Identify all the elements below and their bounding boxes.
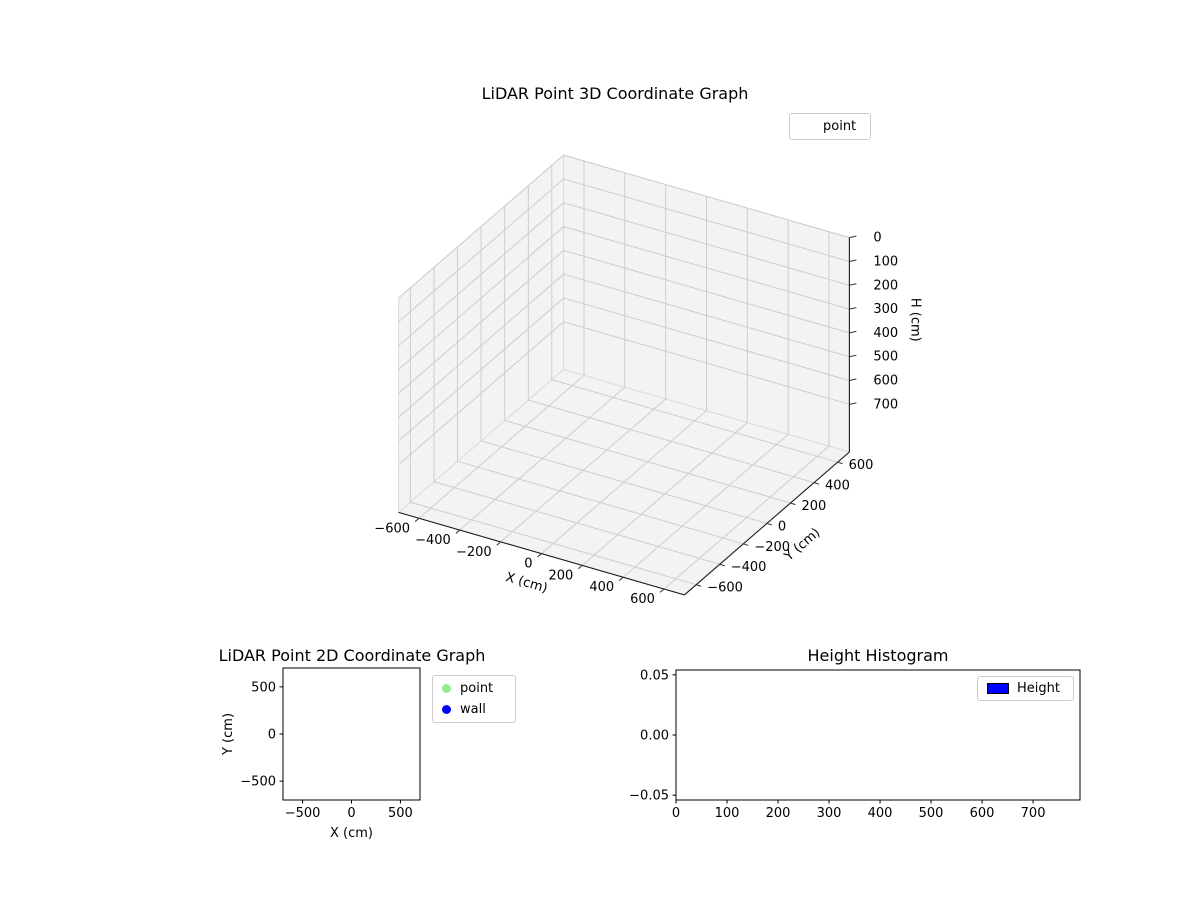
x3d-axis-label: X (cm)	[504, 570, 549, 596]
hist-y-tick-label: −0.05	[629, 789, 669, 804]
y3d-tick-label: 400	[825, 479, 850, 494]
tick-mark	[837, 461, 843, 465]
plot2d-y-tick-label: −500	[240, 775, 276, 790]
h3d-tick-label: 100	[873, 254, 898, 269]
legend-label-point: point	[460, 681, 494, 696]
plot2d-x-tick-label: 500	[388, 806, 413, 821]
hist-y-tick-label: 0.00	[640, 729, 669, 744]
h3d-tick-label: 0	[873, 231, 881, 246]
grid-line	[398, 273, 850, 418]
tick-mark	[849, 283, 857, 286]
legend-label-point-3d: point	[823, 119, 857, 134]
hist-x-tick-label: 700	[1021, 806, 1046, 821]
tick-mark	[849, 378, 857, 382]
plot2d-y-tick-label: 500	[251, 680, 276, 695]
x3d-tick-label: −600	[374, 521, 410, 536]
hist-x-tick-label: 400	[868, 806, 893, 821]
hist-legend: Height	[977, 676, 1074, 701]
grid-line	[398, 154, 850, 299]
h3d-axis-label: H (cm)	[907, 298, 922, 342]
h3d-tick-label: 200	[873, 278, 898, 293]
tick-mark	[743, 543, 749, 546]
grid-line	[398, 249, 850, 394]
plot2d-y-tick-label: 0	[268, 728, 276, 743]
hist-x-tick-label: 300	[817, 806, 842, 821]
grid-line	[398, 178, 850, 323]
tick-mark	[849, 354, 857, 358]
tick-mark	[849, 235, 857, 239]
hist-x-tick-label: 600	[970, 806, 995, 821]
y3d-tick-label: −400	[731, 560, 767, 575]
y3d-tick-label: −600	[707, 581, 743, 596]
x3d-tick-label: 200	[548, 568, 573, 583]
plot2d-x-tick-label: 0	[347, 806, 355, 821]
hist-y-tick-label: 0.05	[640, 668, 669, 683]
tick-mark	[414, 517, 420, 523]
plot3d-title: LiDAR Point 3D Coordinate Graph	[481, 84, 749, 103]
point-marker-icon	[442, 684, 451, 693]
x3d-tick-label: 600	[630, 592, 655, 607]
tick-mark	[766, 522, 773, 526]
legend-row-wall: wall	[442, 699, 515, 720]
h3d-tick-label: 500	[873, 350, 898, 365]
legend-label-height: Height	[1017, 681, 1060, 696]
grid-line	[398, 297, 850, 442]
plot2d-axes	[282, 667, 421, 801]
plot2d-legend: point wall	[432, 675, 516, 723]
tick-mark	[578, 565, 583, 570]
tick-mark	[618, 576, 624, 581]
legend-label-wall: wall	[460, 702, 486, 717]
legend-row-point: point	[442, 678, 515, 699]
hist-title: Height Histogram	[807, 646, 949, 665]
tick-mark	[849, 330, 857, 334]
y3d-tick-label: 0	[778, 519, 786, 534]
x3d-tick-label: −400	[415, 533, 451, 548]
plot3d-legend: point	[789, 113, 871, 140]
y3d-tick-label: −200	[754, 540, 790, 555]
plot2d-y-axis-label: Y (cm)	[221, 713, 236, 756]
grid-line	[398, 321, 850, 466]
tick-mark	[790, 502, 796, 506]
tick-mark	[813, 482, 820, 485]
wall-marker-icon	[442, 705, 451, 714]
plot2d-x-axis-label: X (cm)	[330, 826, 373, 841]
tick-mark	[496, 541, 501, 546]
tick-mark	[659, 588, 665, 593]
plot2d-title: LiDAR Point 2D Coordinate Graph	[218, 646, 486, 665]
tick-mark	[849, 259, 857, 262]
height-marker-icon	[987, 683, 1009, 694]
hist-x-tick-label: 200	[766, 806, 791, 821]
hist-x-tick-label: 500	[919, 806, 944, 821]
plot2d-x-tick-label: −500	[285, 806, 321, 821]
y3d-tick-label: 600	[849, 458, 874, 473]
h3d-tick-label: 400	[873, 326, 898, 341]
hist-x-tick-label: 100	[715, 806, 740, 821]
y3d-tick-label: 200	[801, 499, 826, 514]
grid-line	[398, 202, 850, 347]
tick-mark	[849, 402, 857, 405]
grid-line	[398, 226, 850, 370]
tick-mark	[719, 563, 725, 567]
h3d-tick-label: 600	[873, 374, 898, 389]
tick-mark	[537, 553, 542, 558]
x3d-tick-label: −200	[456, 545, 492, 560]
h3d-tick-label: 700	[873, 397, 898, 412]
hist-x-tick-label: 0	[672, 806, 680, 821]
x3d-tick-label: 0	[524, 557, 532, 572]
h3d-tick-label: 300	[873, 302, 898, 317]
x3d-tick-label: 400	[589, 580, 614, 595]
tick-mark	[696, 584, 702, 587]
tick-mark	[849, 307, 857, 310]
tick-mark	[455, 529, 461, 534]
